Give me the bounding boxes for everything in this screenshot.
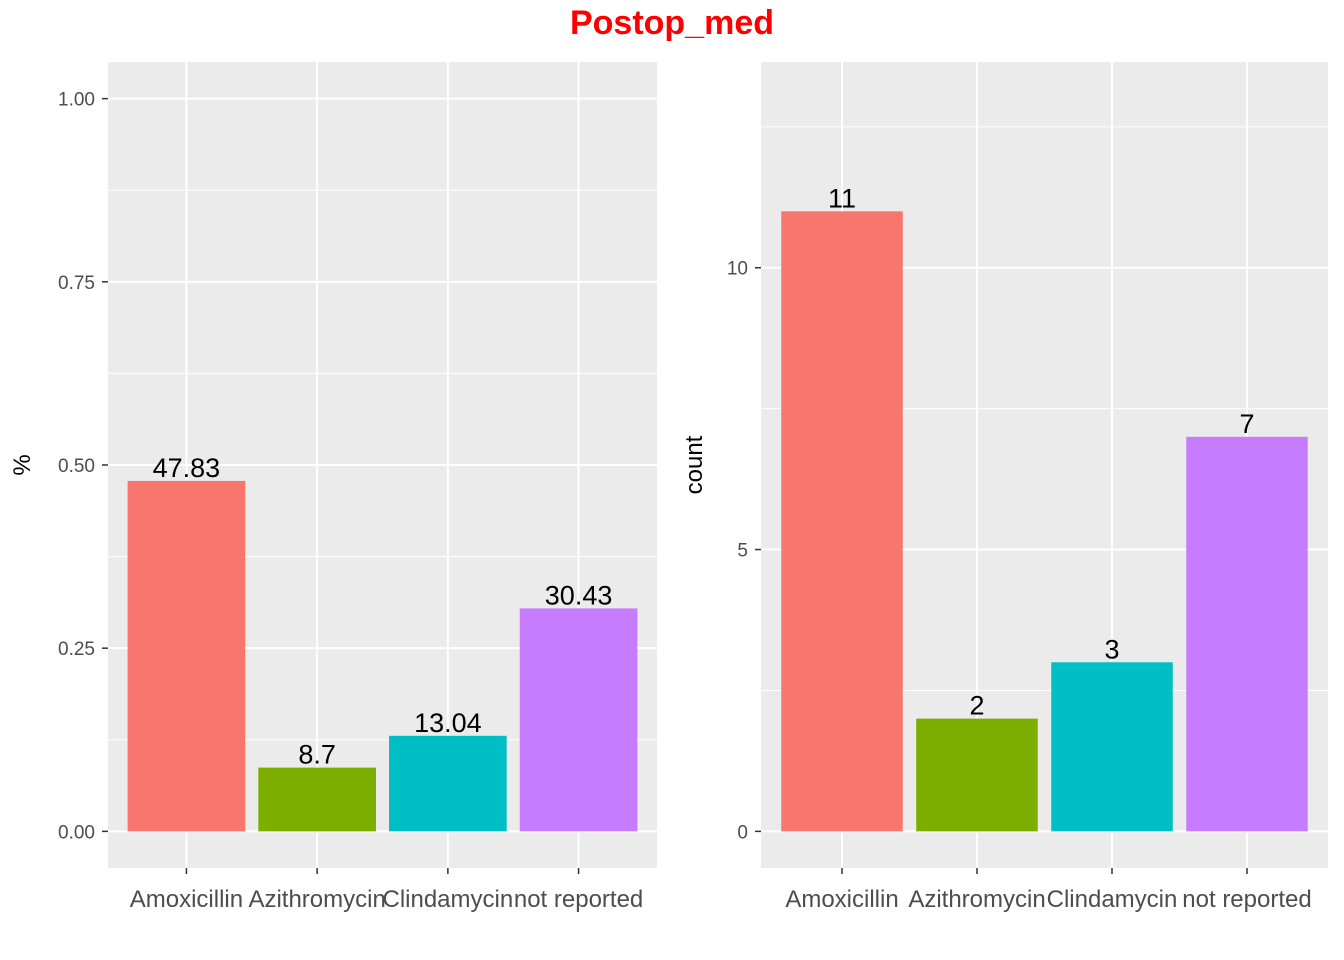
data-label: 8.7 <box>298 740 336 770</box>
y-tick-label: 0 <box>737 822 748 843</box>
bar-amoxicillin <box>781 211 903 832</box>
data-label: 3 <box>1104 634 1119 664</box>
y-tick-label: 0.75 <box>58 273 95 294</box>
right-panel-count: 0 5 10 11 2 3 7 Amoxicillin Azithromycin Clindamy… <box>681 62 1328 913</box>
y-tick-label: 0.50 <box>58 456 95 477</box>
left-panel-percent: 0.00 0.25 0.50 0.75 1.00 47.83 8.7 13.04 30.43 Am… <box>9 62 657 913</box>
bar-azithromycin <box>258 767 376 832</box>
y-tick-label: 5 <box>737 541 748 562</box>
data-label: 13.04 <box>414 708 482 738</box>
y-tick-label: 10 <box>727 259 748 280</box>
data-label: 30.43 <box>545 580 613 610</box>
y-axis-title: count <box>681 435 708 494</box>
x-tick-label: Clindamycin <box>1047 886 1178 913</box>
bar-clindamycin <box>1051 662 1173 832</box>
bar-amoxicillin <box>127 480 246 832</box>
data-label: 47.83 <box>153 453 221 483</box>
y-tick-label: 0.25 <box>58 639 95 660</box>
x-tick-label: not reported <box>1182 886 1311 913</box>
x-tick-label: Amoxicillin <box>785 886 898 913</box>
data-label: 2 <box>969 691 984 721</box>
bar-azithromycin <box>916 718 1038 832</box>
x-tick-label: Azithromycin <box>908 886 1045 913</box>
x-tick-label: Clindamycin <box>382 886 513 913</box>
data-label: 11 <box>828 183 856 213</box>
x-tick-label: not reported <box>514 886 643 913</box>
y-tick-label: 0.00 <box>58 822 95 843</box>
x-tick-label: Amoxicillin <box>130 886 243 913</box>
y-tick-label: 1.00 <box>58 90 95 111</box>
data-label: 7 <box>1239 409 1254 439</box>
bar-not-reported <box>1186 436 1308 832</box>
x-tick-label: Azithromycin <box>248 886 385 913</box>
chart-title: Postop_med <box>569 4 775 42</box>
bar-not-reported <box>519 608 638 832</box>
y-axis-title: % <box>9 454 36 475</box>
bar-clindamycin <box>389 735 507 832</box>
